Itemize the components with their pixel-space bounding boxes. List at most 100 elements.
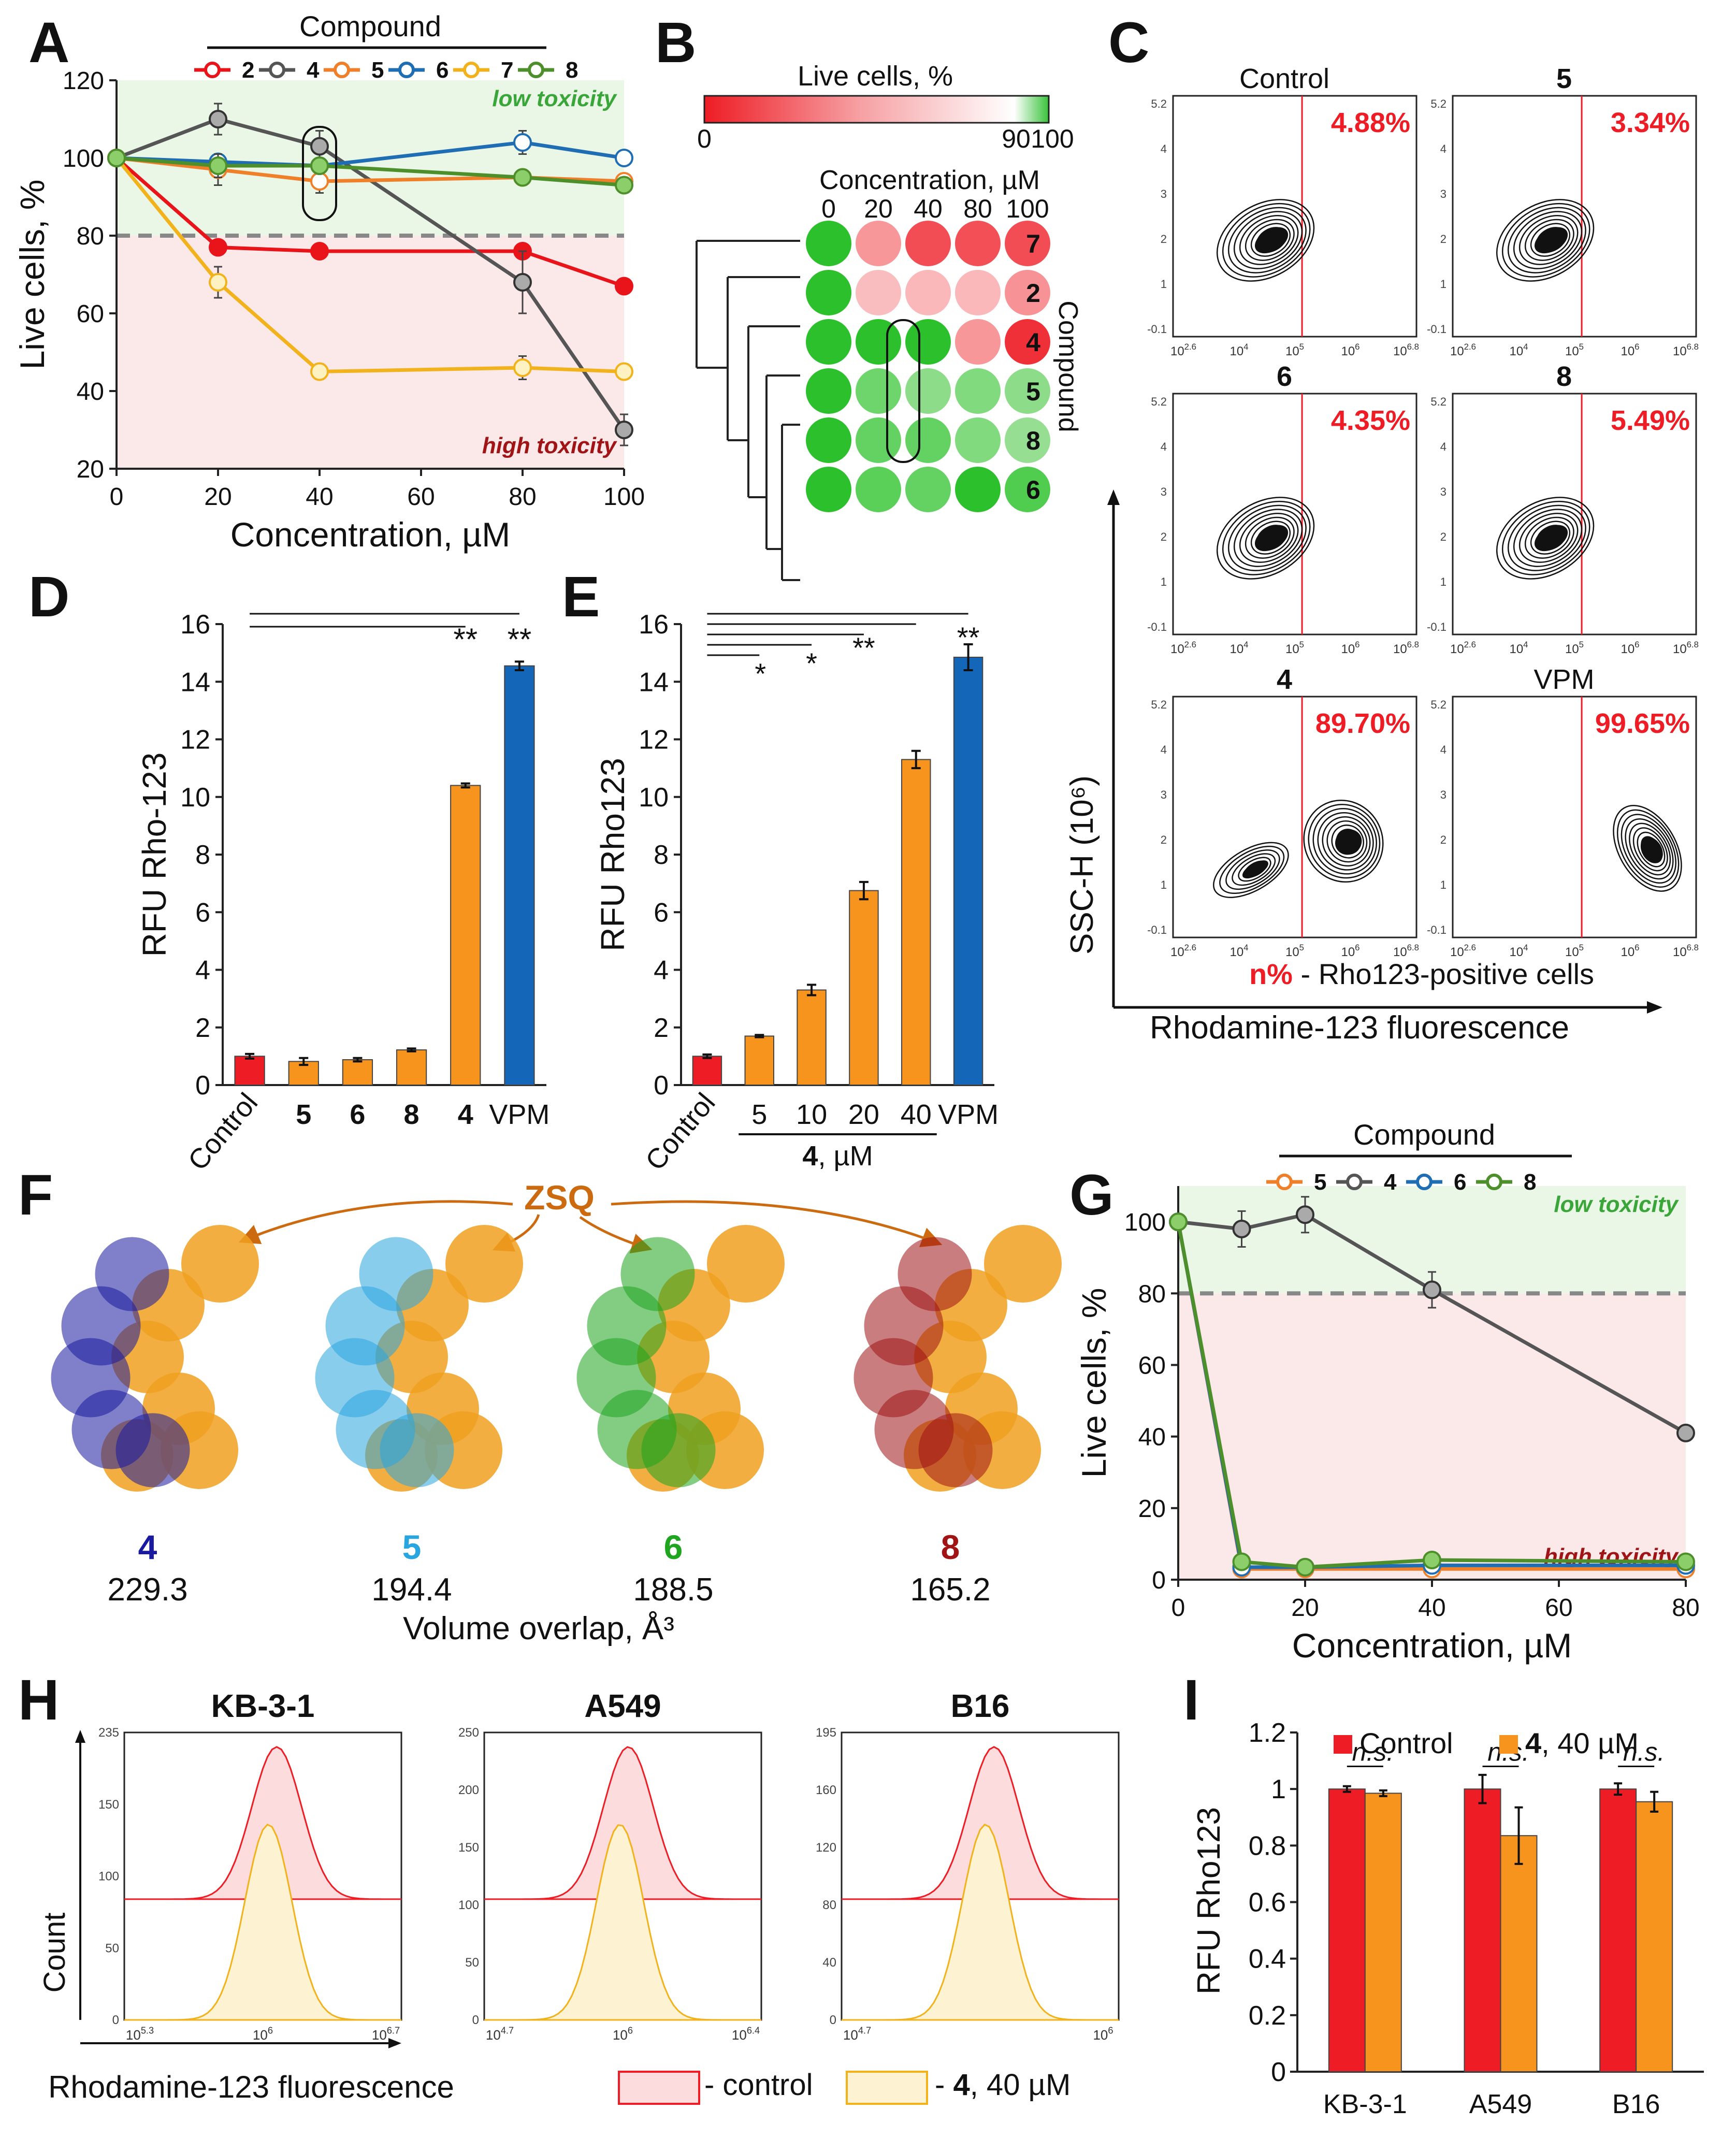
x-tick-label-exp: 6 — [1355, 640, 1359, 649]
legend-swatch-marker — [1276, 1174, 1293, 1190]
low-toxicity-label: low toxicity — [492, 86, 617, 111]
contour — [1233, 509, 1303, 567]
y-axis-title: RFU Rho123 — [594, 758, 631, 951]
data-point-7 — [615, 362, 633, 381]
x-tick-label-exp: 4 — [1523, 943, 1528, 952]
y-tick-label: 195 — [816, 1726, 836, 1740]
heatmap-row-label-4: 4 — [1026, 328, 1040, 357]
zsq-surface — [984, 1225, 1062, 1303]
heatmap-cell — [856, 221, 901, 266]
heatmap-cell — [955, 368, 1001, 414]
x-tick-label-base: 10 — [372, 2027, 387, 2043]
legend-entry-7: 7 — [501, 57, 513, 83]
x-tick-label-base: 10 — [1341, 642, 1355, 656]
y-tick-label: 80 — [77, 223, 104, 250]
heatmap-cell — [1005, 467, 1050, 512]
x-tick-label: 80 — [1672, 1594, 1699, 1622]
legend-entry-4: 4 — [307, 57, 320, 83]
y-axis-title: RFU Rho123 — [1191, 1807, 1227, 1995]
y-tick-label: 3 — [1440, 187, 1446, 200]
bar-control — [234, 1056, 265, 1086]
x-axis-title: Rhodamine-123 fluorescence — [1150, 1010, 1569, 1046]
heatmap-col-label: 100 — [1006, 194, 1049, 223]
contour — [1239, 513, 1299, 563]
y-tick-label: 12 — [639, 725, 669, 755]
x-tick-label: 100 — [603, 483, 645, 511]
x-tick-label-base: 10 — [1170, 344, 1184, 358]
y-tick-label: 20 — [1138, 1495, 1166, 1523]
x-tick-label: 106.4 — [732, 2025, 760, 2043]
x-tick-label-exp: 6 — [1108, 2025, 1113, 2035]
significance-marker: ** — [508, 622, 532, 657]
y-tick-label: 2 — [1161, 233, 1167, 245]
y-tick-label: 2 — [195, 1013, 210, 1043]
x-tick-label-exp: 6 — [1634, 342, 1639, 352]
x-tick-label: 106.7 — [372, 2025, 400, 2043]
heatmap-cell — [955, 270, 1001, 315]
bar-5 — [744, 1035, 774, 1086]
y-tick-label: 0.2 — [1249, 2001, 1286, 2031]
y-tick-label: 3 — [1440, 788, 1446, 801]
x-tick-label-base: 10 — [1285, 642, 1299, 656]
contour — [1524, 219, 1574, 261]
y-tick-label: 20 — [77, 456, 104, 483]
y-tick-label: 0 — [195, 1071, 210, 1101]
y-tick-label: 1 — [1440, 575, 1446, 588]
heatmap-cell — [905, 417, 951, 463]
x-tick-label: 106 — [1341, 342, 1359, 358]
x-tick-label-exp: 5 — [1579, 342, 1584, 352]
contour — [1216, 497, 1315, 580]
x-tick-label-exp: 5 — [1299, 342, 1304, 352]
heatmap-cell — [905, 319, 951, 365]
data-point-4 — [1676, 1423, 1695, 1442]
x-tick-label-exp: 6 — [1634, 943, 1639, 952]
histogram-title: KB-3-1 — [211, 1688, 315, 1724]
x-tick-label: 104.7 — [486, 2025, 514, 2043]
count-arrowhead — [75, 1730, 85, 1743]
colorbar-tick: 100 — [1031, 124, 1074, 153]
heatmap-cell — [1005, 221, 1050, 266]
x-tick-label: 104 — [1229, 943, 1248, 959]
gate-legend: n% - Rho123-positive cells — [1249, 958, 1594, 990]
data-point-8 — [1169, 1212, 1188, 1232]
x-tick-label: 104 — [1509, 640, 1528, 656]
significance-marker: * — [806, 647, 817, 680]
x-tick-label-base: 10 — [1229, 344, 1243, 358]
y-tick-label: 2 — [1440, 833, 1446, 846]
x-tick-label: 106.8 — [1673, 640, 1699, 656]
heatmap-cell — [806, 368, 851, 414]
bar-a549-1 — [1500, 1835, 1538, 2073]
overlap-value-5: 194.4 — [371, 1572, 452, 1608]
y-tick-label: 1 — [1271, 1774, 1286, 1804]
contour-core — [1254, 525, 1289, 552]
histogram-title: A549 — [584, 1688, 661, 1724]
x-tick-label: 8 — [404, 1099, 419, 1130]
y-tick-label: -0.1 — [1427, 323, 1446, 336]
heatmap-col-label: 20 — [864, 194, 893, 223]
x-tick-label: 80 — [509, 483, 536, 511]
y-tick-label: 150 — [458, 1841, 479, 1855]
x-tick-label: 106.8 — [1673, 943, 1699, 959]
data-point-8 — [1676, 1552, 1695, 1571]
panel-label-i: I — [1183, 1668, 1199, 1732]
y-tick-label: 50 — [105, 1941, 119, 1955]
x-tick-label: 105 — [1285, 640, 1304, 656]
contour — [1530, 521, 1571, 555]
contour — [1518, 513, 1579, 563]
contour — [1232, 853, 1276, 886]
plot-title: 4 — [1277, 664, 1292, 695]
contour — [1225, 849, 1280, 890]
x-tick-label-base: 10 — [843, 2027, 858, 2043]
heatmap-col-label: 0 — [821, 194, 836, 223]
zsq-surface — [445, 1225, 523, 1303]
x-tick-label-base: 10 — [1509, 344, 1523, 358]
legend-entry-6: 6 — [1454, 1169, 1466, 1195]
bar-vpm — [504, 665, 535, 1086]
y-tick-label: -0.1 — [1427, 620, 1446, 633]
significance-marker: ** — [957, 621, 980, 654]
x-tick-label-base: 10 — [1229, 642, 1243, 656]
bar-kb-3-1-0 — [1328, 1788, 1366, 2073]
data-point-8 — [107, 149, 126, 167]
